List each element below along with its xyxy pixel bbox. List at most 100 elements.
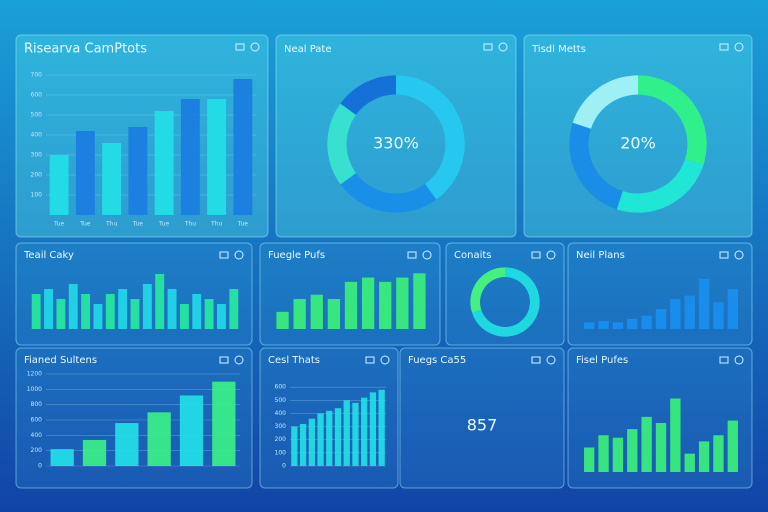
bar bbox=[50, 449, 74, 466]
panel-title: Risearva CamPtots bbox=[24, 42, 147, 57]
panel-title: Neil Plans bbox=[576, 250, 625, 261]
panel-icon bbox=[235, 43, 245, 51]
y-tick-label: 300 bbox=[275, 423, 287, 430]
bar bbox=[204, 299, 214, 329]
bar bbox=[612, 437, 624, 472]
panel-title: Cesl Thats bbox=[268, 355, 320, 366]
bar bbox=[276, 311, 289, 329]
bar bbox=[378, 389, 385, 466]
bar bbox=[684, 295, 695, 329]
center-label: 857 bbox=[467, 416, 498, 435]
bar bbox=[713, 435, 724, 472]
y-tick-label: 100 bbox=[31, 192, 43, 199]
y-tick-label: 600 bbox=[275, 384, 287, 391]
donut-segment bbox=[396, 75, 465, 200]
donut-segment bbox=[470, 267, 505, 313]
bar bbox=[379, 281, 392, 329]
bar bbox=[369, 392, 377, 466]
donut-segment bbox=[572, 75, 638, 129]
bar bbox=[584, 447, 595, 472]
donut-segment bbox=[340, 173, 437, 213]
panel-title: Conaits bbox=[454, 250, 491, 261]
bar bbox=[49, 155, 69, 215]
y-tick-label: 400 bbox=[31, 132, 43, 139]
panel-icon bbox=[422, 250, 432, 260]
bar bbox=[317, 413, 324, 466]
donut-segment bbox=[569, 122, 623, 210]
bar bbox=[82, 439, 107, 466]
bar bbox=[299, 423, 307, 466]
panel-icon bbox=[483, 43, 493, 51]
panel-title: Fuegle Pufs bbox=[268, 250, 325, 261]
panel bbox=[523, 34, 753, 238]
bar bbox=[212, 381, 236, 466]
panel-icon bbox=[234, 250, 244, 260]
x-tick-label: Tue bbox=[132, 221, 144, 228]
y-tick-label: 100 bbox=[275, 449, 287, 456]
donut-segment bbox=[340, 75, 396, 115]
x-tick-label: Tue bbox=[237, 221, 249, 228]
bar bbox=[167, 289, 177, 329]
bar bbox=[641, 416, 652, 472]
x-tick-label: Tue bbox=[158, 221, 170, 228]
bar bbox=[584, 322, 595, 329]
bar bbox=[93, 304, 103, 329]
y-tick-label: 200 bbox=[31, 172, 43, 179]
panel-title: Fianed Sultens bbox=[24, 355, 97, 366]
bar bbox=[343, 400, 350, 466]
panel-icon bbox=[498, 42, 508, 52]
bar bbox=[327, 299, 341, 329]
x-tick-label: Tue bbox=[53, 221, 65, 228]
donut-segment bbox=[638, 75, 707, 166]
y-tick-label: 800 bbox=[31, 401, 43, 408]
y-tick-label: 0 bbox=[282, 463, 286, 470]
panel-icon bbox=[719, 43, 729, 51]
donut-segment bbox=[616, 159, 704, 213]
y-tick-label: 0 bbox=[38, 463, 42, 470]
bar bbox=[655, 423, 667, 472]
bar bbox=[641, 315, 652, 329]
panel-title: Fuegs Ca55 bbox=[408, 355, 466, 366]
bar bbox=[698, 279, 710, 329]
bar bbox=[361, 277, 375, 329]
center-label: 20% bbox=[620, 134, 656, 153]
y-tick-label: 500 bbox=[31, 112, 43, 119]
bar bbox=[352, 402, 359, 466]
bar bbox=[698, 441, 710, 472]
bar bbox=[727, 289, 738, 329]
panel-icon bbox=[250, 42, 260, 52]
bar bbox=[147, 412, 171, 466]
panel-icon bbox=[365, 356, 375, 364]
bar bbox=[102, 143, 122, 215]
bar bbox=[31, 294, 41, 329]
bar bbox=[81, 294, 91, 329]
x-tick-label: Thu bbox=[210, 221, 222, 228]
bar bbox=[727, 420, 738, 472]
bar bbox=[154, 111, 174, 215]
bar bbox=[68, 284, 78, 329]
panel-icon bbox=[234, 355, 244, 365]
panel-icon bbox=[546, 355, 556, 365]
bar bbox=[334, 408, 342, 466]
panel bbox=[275, 34, 517, 238]
y-tick-label: 300 bbox=[31, 152, 43, 159]
y-tick-label: 200 bbox=[275, 436, 287, 443]
panel-icon bbox=[219, 356, 229, 364]
bar bbox=[118, 289, 128, 329]
bar bbox=[326, 410, 333, 466]
bar bbox=[293, 299, 306, 329]
panel-icon bbox=[219, 251, 229, 259]
panel bbox=[399, 347, 565, 489]
bar bbox=[179, 304, 189, 329]
bar bbox=[130, 299, 140, 329]
panel-title: Fisel Pufes bbox=[576, 355, 628, 366]
bar bbox=[229, 289, 239, 329]
bar bbox=[627, 319, 638, 329]
bar bbox=[217, 304, 226, 329]
bar bbox=[627, 429, 638, 472]
y-tick-label: 1200 bbox=[27, 371, 42, 378]
panel-icon bbox=[734, 355, 744, 365]
bar bbox=[75, 131, 95, 215]
y-tick-label: 500 bbox=[275, 397, 287, 404]
